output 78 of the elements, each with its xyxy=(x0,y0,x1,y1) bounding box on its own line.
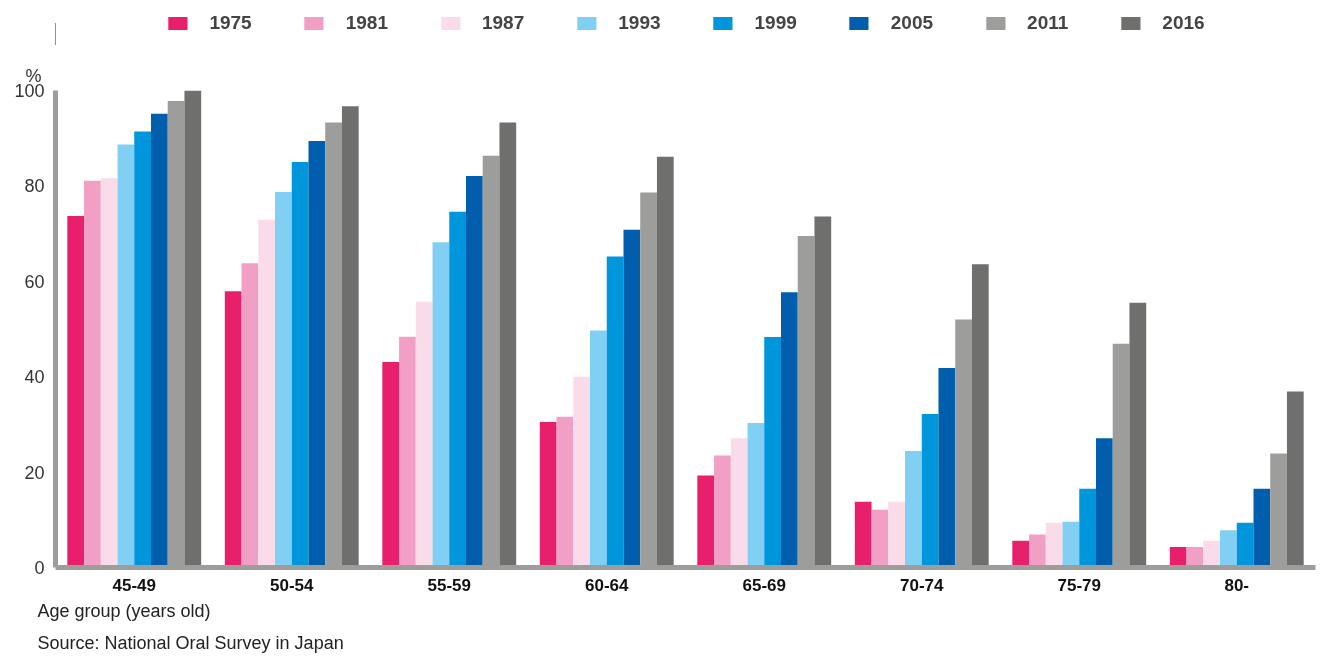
bar xyxy=(764,337,781,568)
y-tick-label: 40 xyxy=(24,367,45,388)
x-tick-label: 80- xyxy=(1224,575,1250,595)
bar xyxy=(1220,530,1237,568)
bar xyxy=(814,216,832,568)
bar xyxy=(291,162,309,568)
bar xyxy=(714,455,731,568)
y-tick-label: 20 xyxy=(24,462,45,483)
x-tick-label: 60-64 xyxy=(585,575,630,595)
legend-label: 1987 xyxy=(481,11,525,34)
source-note: Source: National Oral Survey in Japan xyxy=(37,632,344,653)
bar xyxy=(341,106,359,568)
bar xyxy=(573,376,591,568)
bar xyxy=(449,211,466,568)
legend-label: 2005 xyxy=(890,11,934,34)
bar xyxy=(241,263,259,568)
bar xyxy=(84,180,101,568)
bar xyxy=(590,330,607,568)
legend-label: 2016 xyxy=(1162,11,1205,34)
x-tick-label: 50-54 xyxy=(270,575,315,595)
y-tick-label: 0 xyxy=(34,558,45,578)
y-tick-label: 60 xyxy=(24,271,45,292)
bar xyxy=(1045,522,1063,568)
legend-label: 1993 xyxy=(618,11,661,34)
legend-label: 2011 xyxy=(1027,11,1069,34)
bar xyxy=(100,178,118,568)
bar xyxy=(871,509,889,568)
bar xyxy=(399,336,416,568)
x-tick-label: 65-69 xyxy=(742,575,786,595)
bar xyxy=(747,422,765,568)
bar xyxy=(938,368,956,568)
y-tick-label: 80 xyxy=(24,176,45,197)
bar xyxy=(150,113,168,568)
bar xyxy=(556,416,574,568)
bar xyxy=(1236,522,1254,568)
bar xyxy=(1129,302,1147,568)
bar xyxy=(1286,391,1304,568)
bar xyxy=(415,301,433,568)
bar xyxy=(1029,534,1046,568)
x-tick-label: 70-74 xyxy=(900,575,945,595)
bar xyxy=(67,215,85,568)
bar xyxy=(1079,488,1096,568)
bar xyxy=(888,501,906,568)
bar xyxy=(1203,540,1221,568)
bar xyxy=(971,264,989,568)
bar xyxy=(117,144,135,568)
legend-label: 1981 xyxy=(345,11,388,34)
bar xyxy=(1095,438,1113,568)
bar xyxy=(499,122,517,568)
x-tick-label: 45-49 xyxy=(112,575,156,595)
bar xyxy=(905,451,922,568)
y-tick-label: 100 xyxy=(14,81,45,101)
bar xyxy=(275,192,292,568)
bar xyxy=(697,475,715,568)
bar xyxy=(465,175,483,568)
bar xyxy=(606,256,624,568)
x-tick-label: 55-59 xyxy=(427,575,471,595)
bar xyxy=(134,131,151,568)
bar xyxy=(224,291,242,568)
bar xyxy=(921,413,939,568)
bar xyxy=(854,501,872,568)
bar xyxy=(539,422,557,568)
bar xyxy=(308,141,326,568)
bar xyxy=(623,229,641,568)
bar xyxy=(258,219,276,568)
bar xyxy=(432,242,450,568)
bar xyxy=(1012,540,1030,568)
legend-label: 1999 xyxy=(754,11,797,34)
legend-label: 1975 xyxy=(209,11,252,34)
x-axis-title: Age group (years old) xyxy=(37,600,211,621)
bar xyxy=(780,292,798,568)
bar xyxy=(382,361,400,568)
bar xyxy=(1062,521,1080,568)
bar xyxy=(730,438,748,568)
bar xyxy=(1253,488,1271,568)
bar xyxy=(184,90,202,568)
bar xyxy=(656,156,674,568)
x-tick-label: 75-79 xyxy=(1057,575,1101,595)
